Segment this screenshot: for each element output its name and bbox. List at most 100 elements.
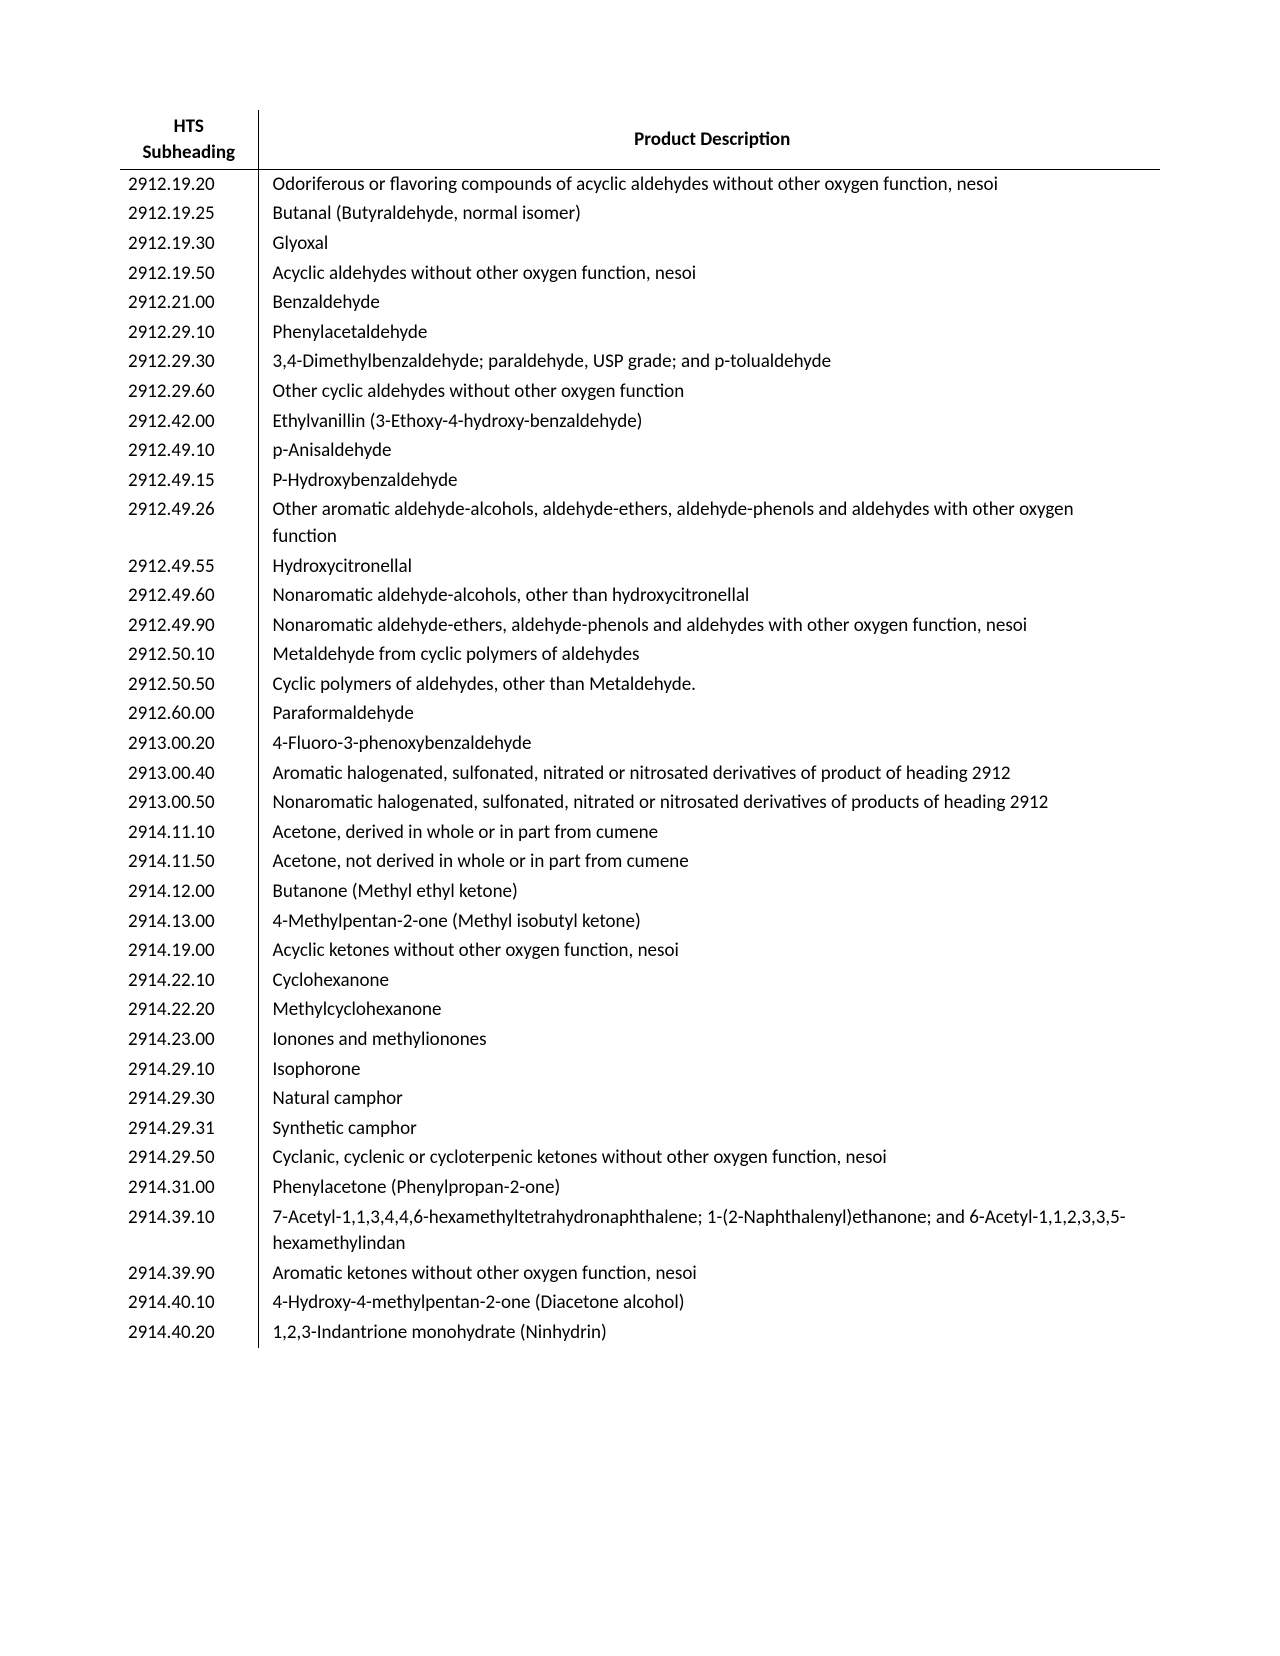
table-row: 2914.29.10Isophorone — [120, 1055, 1160, 1085]
table-row: 2912.49.55Hydroxycitronellal — [120, 552, 1160, 582]
cell-product-description: 4-Fluoro-3-phenoxybenzaldehyde — [258, 730, 1160, 760]
cell-product-description: Cyclohexanone — [258, 966, 1160, 996]
table-row: 2914.39.107-Acetyl-1,1,3,4,4,6-hexamethy… — [120, 1203, 1160, 1259]
table-row: 2912.29.303,4-Dimethylbenzaldehyde; para… — [120, 348, 1160, 378]
cell-hts-code: 2914.12.00 — [120, 878, 258, 908]
cell-hts-code: 2912.49.26 — [120, 496, 258, 552]
cell-product-description: Cyclanic, cyclenic or cycloterpenic keto… — [258, 1144, 1160, 1174]
cell-hts-code: 2912.49.55 — [120, 552, 258, 582]
cell-hts-code: 2912.19.20 — [120, 170, 258, 200]
cell-product-description: Metaldehyde from cyclic polymers of alde… — [258, 641, 1160, 671]
cell-hts-code: 2912.21.00 — [120, 289, 258, 319]
table-row: 2914.22.20Methylcyclohexanone — [120, 996, 1160, 1026]
cell-hts-code: 2914.29.10 — [120, 1055, 258, 1085]
cell-product-description: Butanone (Methyl ethyl ketone) — [258, 878, 1160, 908]
cell-product-description: Nonaromatic aldehyde-ethers, aldehyde-ph… — [258, 611, 1160, 641]
table-row: 2914.11.50Acetone, not derived in whole … — [120, 848, 1160, 878]
table-row: 2914.29.30Natural camphor — [120, 1085, 1160, 1115]
cell-product-description: Odoriferous or flavoring compounds of ac… — [258, 170, 1160, 200]
table-row: 2914.22.10Cyclohexanone — [120, 966, 1160, 996]
cell-hts-code: 2912.29.30 — [120, 348, 258, 378]
cell-hts-code: 2912.29.10 — [120, 318, 258, 348]
cell-hts-code: 2914.19.00 — [120, 937, 258, 967]
cell-product-description: Phenylacetone (Phenylpropan-2-one) — [258, 1173, 1160, 1203]
cell-hts-code: 2914.11.50 — [120, 848, 258, 878]
table-row: 2912.49.26Other aromatic aldehyde-alcoho… — [120, 496, 1160, 552]
table-row: 2912.19.30Glyoxal — [120, 229, 1160, 259]
cell-product-description: Nonaromatic halogenated, sulfonated, nit… — [258, 789, 1160, 819]
cell-hts-code: 2913.00.40 — [120, 759, 258, 789]
cell-product-description: 4-Hydroxy-4-methylpentan-2-one (Diaceton… — [258, 1289, 1160, 1319]
header-product-description: Product Description — [258, 110, 1160, 170]
cell-hts-code: 2914.39.90 — [120, 1259, 258, 1289]
header-hts-line1: HTS — [174, 115, 204, 138]
cell-hts-code: 2912.49.15 — [120, 466, 258, 496]
table-row: 2912.19.50Acyclic aldehydes without othe… — [120, 259, 1160, 289]
table-row: 2913.00.50Nonaromatic halogenated, sulfo… — [120, 789, 1160, 819]
cell-hts-code: 2914.40.20 — [120, 1318, 258, 1348]
table-row: 2912.21.00Benzaldehyde — [120, 289, 1160, 319]
table-row: 2914.11.10Acetone, derived in whole or i… — [120, 818, 1160, 848]
cell-hts-code: 2914.40.10 — [120, 1289, 258, 1319]
cell-product-description: Ionones and methylionones — [258, 1026, 1160, 1056]
cell-hts-code: 2912.19.25 — [120, 200, 258, 230]
header-hts-line2: Subheading — [142, 141, 235, 164]
cell-product-description: Glyoxal — [258, 229, 1160, 259]
cell-product-description: Other cyclic aldehydes without other oxy… — [258, 377, 1160, 407]
cell-hts-code: 2912.19.30 — [120, 229, 258, 259]
table-row: 2914.19.00Acyclic ketones without other … — [120, 937, 1160, 967]
table-row: 2912.49.90Nonaromatic aldehyde-ethers, a… — [120, 611, 1160, 641]
cell-hts-code: 2914.29.50 — [120, 1144, 258, 1174]
cell-product-description: Nonaromatic aldehyde-alcohols, other tha… — [258, 582, 1160, 612]
cell-product-description: Butanal (Butyraldehyde, normal isomer) — [258, 200, 1160, 230]
cell-hts-code: 2914.31.00 — [120, 1173, 258, 1203]
cell-product-description: Synthetic camphor — [258, 1114, 1160, 1144]
table-row: 2914.31.00Phenylacetone (Phenylpropan-2-… — [120, 1173, 1160, 1203]
cell-hts-code: 2913.00.50 — [120, 789, 258, 819]
cell-hts-code: 2914.23.00 — [120, 1026, 258, 1056]
table-row: 2912.49.15P-Hydroxybenzaldehyde — [120, 466, 1160, 496]
cell-hts-code: 2912.19.50 — [120, 259, 258, 289]
cell-hts-code: 2912.29.60 — [120, 377, 258, 407]
cell-hts-code: 2912.50.10 — [120, 641, 258, 671]
cell-product-description: Aromatic halogenated, sulfonated, nitrat… — [258, 759, 1160, 789]
table-row: 2912.50.50Cyclic polymers of aldehydes, … — [120, 670, 1160, 700]
cell-hts-code: 2914.39.10 — [120, 1203, 258, 1259]
cell-hts-code: 2914.29.31 — [120, 1114, 258, 1144]
table-row: 2912.49.60Nonaromatic aldehyde-alcohols,… — [120, 582, 1160, 612]
table-row: 2912.19.25Butanal (Butyraldehyde, normal… — [120, 200, 1160, 230]
cell-product-description: Paraformaldehyde — [258, 700, 1160, 730]
table-row: 2912.60.00Paraformaldehyde — [120, 700, 1160, 730]
cell-product-description: P-Hydroxybenzaldehyde — [258, 466, 1160, 496]
cell-product-description: Benzaldehyde — [258, 289, 1160, 319]
table-row: 2912.49.10p-Anisaldehyde — [120, 437, 1160, 467]
cell-hts-code: 2914.22.20 — [120, 996, 258, 1026]
cell-product-description: Aromatic ketones without other oxygen fu… — [258, 1259, 1160, 1289]
table-row: 2912.29.60Other cyclic aldehydes without… — [120, 377, 1160, 407]
table-row: 2912.42.00Ethylvanillin (3-Ethoxy-4-hydr… — [120, 407, 1160, 437]
cell-product-description: Acetone, not derived in whole or in part… — [258, 848, 1160, 878]
cell-product-description: Other aromatic aldehyde-alcohols, aldehy… — [258, 496, 1160, 552]
cell-hts-code: 2912.49.90 — [120, 611, 258, 641]
table-row: 2914.39.90Aromatic ketones without other… — [120, 1259, 1160, 1289]
cell-hts-code: 2913.00.20 — [120, 730, 258, 760]
table-row: 2914.29.50Cyclanic, cyclenic or cycloter… — [120, 1144, 1160, 1174]
cell-product-description: Acetone, derived in whole or in part fro… — [258, 818, 1160, 848]
cell-product-description: Ethylvanillin (3-Ethoxy-4-hydroxy-benzal… — [258, 407, 1160, 437]
cell-hts-code: 2912.42.00 — [120, 407, 258, 437]
cell-product-description: Methylcyclohexanone — [258, 996, 1160, 1026]
cell-hts-code: 2912.49.10 — [120, 437, 258, 467]
table-row: 2914.23.00Ionones and methylionones — [120, 1026, 1160, 1056]
cell-product-description: 4-Methylpentan-2-one (Methyl isobutyl ke… — [258, 907, 1160, 937]
hts-product-table: HTS Subheading Product Description 2912.… — [120, 110, 1160, 1348]
table-header-row: HTS Subheading Product Description — [120, 110, 1160, 170]
cell-hts-code: 2914.13.00 — [120, 907, 258, 937]
cell-product-description: Phenylacetaldehyde — [258, 318, 1160, 348]
table-row: 2912.50.10Metaldehyde from cyclic polyme… — [120, 641, 1160, 671]
table-row: 2913.00.204-Fluoro-3-phenoxybenzaldehyde — [120, 730, 1160, 760]
table-row: 2914.29.31Synthetic camphor — [120, 1114, 1160, 1144]
cell-product-description: Acyclic aldehydes without other oxygen f… — [258, 259, 1160, 289]
cell-hts-code: 2914.29.30 — [120, 1085, 258, 1115]
cell-product-description: p-Anisaldehyde — [258, 437, 1160, 467]
table-row: 2913.00.40Aromatic halogenated, sulfonat… — [120, 759, 1160, 789]
